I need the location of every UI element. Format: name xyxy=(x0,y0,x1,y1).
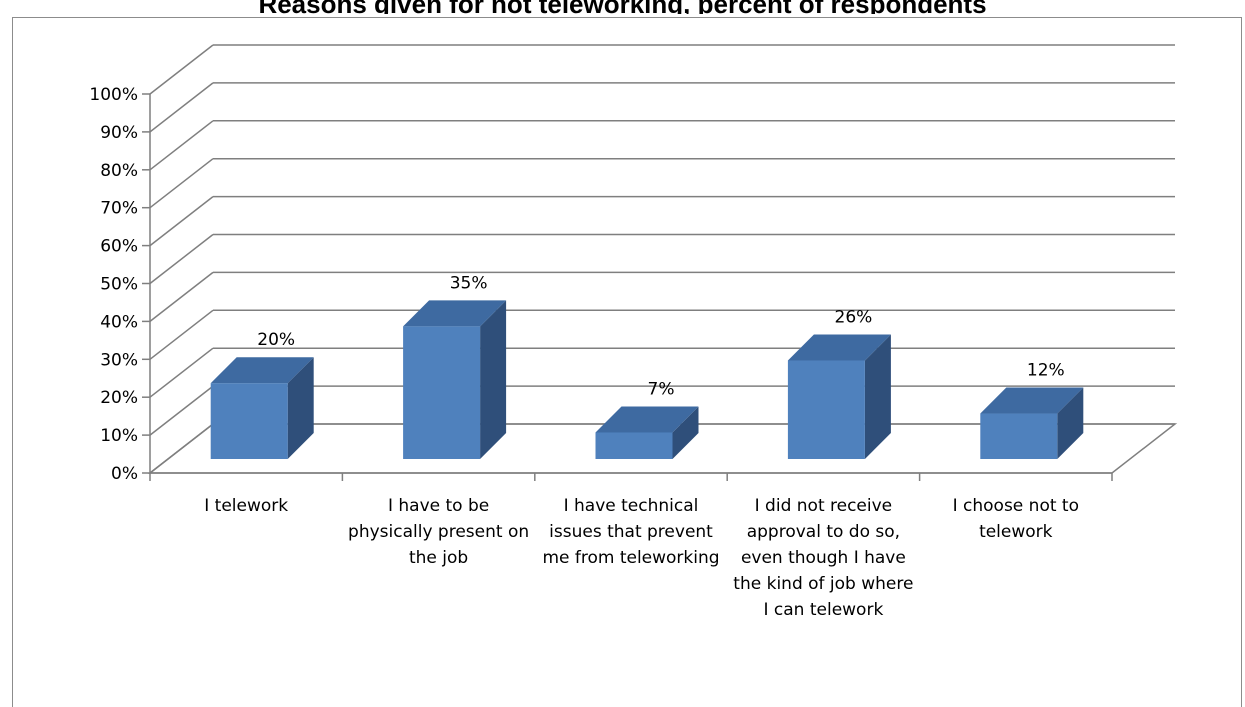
ytick-label-10: 100% xyxy=(89,85,138,105)
chart-frame xyxy=(12,17,1242,707)
gridline-side-0 xyxy=(149,423,214,474)
chart-title: Reasons given for not teleworking, perce… xyxy=(0,0,1245,14)
bar-0 xyxy=(210,383,288,459)
bar-top-1 xyxy=(403,300,507,327)
data-label-1: 35% xyxy=(450,273,488,293)
category-label-2: I have technical issues that prevent me … xyxy=(542,496,720,568)
bar-1 xyxy=(403,326,481,459)
category-label-0: I telework xyxy=(204,496,289,516)
gridline-side-8 xyxy=(149,120,214,171)
gridline-side-5 xyxy=(149,233,214,285)
category-label-3: I did not receive approval to do so, eve… xyxy=(733,496,914,620)
gridline-side-10 xyxy=(149,44,214,95)
gridline-side-6 xyxy=(149,196,214,247)
bar-3 xyxy=(787,360,865,459)
bar-4 xyxy=(980,413,1058,459)
bar-side-3 xyxy=(864,334,891,459)
bar-side-1 xyxy=(480,300,507,459)
ytick-label-8: 80% xyxy=(100,161,138,181)
ytick-label-5: 50% xyxy=(100,275,138,295)
bar-2 xyxy=(595,432,673,459)
data-label-2: 7% xyxy=(648,379,675,399)
gridline-side-3 xyxy=(149,309,214,360)
data-label-4: 12% xyxy=(1027,361,1065,381)
gridline-side-9 xyxy=(149,82,214,133)
gridline-side-4 xyxy=(149,271,214,322)
data-label-3: 26% xyxy=(835,307,873,327)
gridline-side-2 xyxy=(149,347,214,398)
ytick-label-1: 10% xyxy=(100,426,138,446)
gridline-side-1 xyxy=(149,385,214,436)
ytick-label-2: 20% xyxy=(100,388,138,408)
chart-plot: 0% 10% 20% 30% 40% 50% 60% 70% 80% 90% 100% 20% 35% 7… xyxy=(89,44,1178,484)
ytick-label-0: 0% xyxy=(111,464,138,484)
ytick-label-9: 90% xyxy=(100,123,138,143)
bar-top-0 xyxy=(210,357,314,384)
gridline-side-7 xyxy=(149,158,214,209)
ytick-label-6: 60% xyxy=(100,237,138,257)
category-label-4: I choose not to telework xyxy=(952,496,1079,542)
bar-side-2 xyxy=(672,406,699,459)
bar-top-4 xyxy=(980,387,1084,414)
bar-side-4 xyxy=(1057,387,1084,459)
ytick-label-3: 30% xyxy=(100,350,138,370)
bar-top-2 xyxy=(595,406,699,433)
category-label-1: I have to be physically present on the j… xyxy=(348,496,530,568)
data-label-0: 20% xyxy=(257,330,295,350)
bar-top-3 xyxy=(787,334,891,361)
bar-side-0 xyxy=(287,357,314,459)
ytick-label-4: 40% xyxy=(100,312,138,332)
ytick-label-7: 70% xyxy=(100,199,138,219)
